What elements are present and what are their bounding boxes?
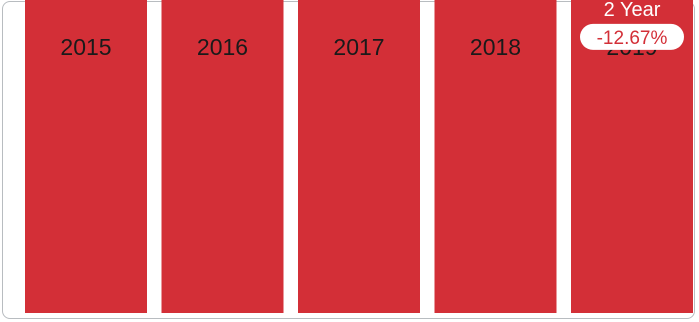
- bar-2018: [434, 0, 557, 313]
- change-label-1: 2 Year: [604, 0, 661, 21]
- year-label-2015: 2015: [60, 34, 111, 60]
- change-pill-1: [580, 23, 684, 50]
- year-label-2017: 2017: [333, 34, 384, 60]
- bar-2016: [161, 0, 284, 313]
- bar-2019: [571, 0, 693, 314]
- bar-2015: [25, 0, 147, 313]
- year-label-2018: 2018: [470, 34, 521, 60]
- bar-2017: [298, 0, 420, 313]
- year-label-2016: 2016: [197, 34, 248, 60]
- change-value-1: -12.67%: [597, 28, 668, 49]
